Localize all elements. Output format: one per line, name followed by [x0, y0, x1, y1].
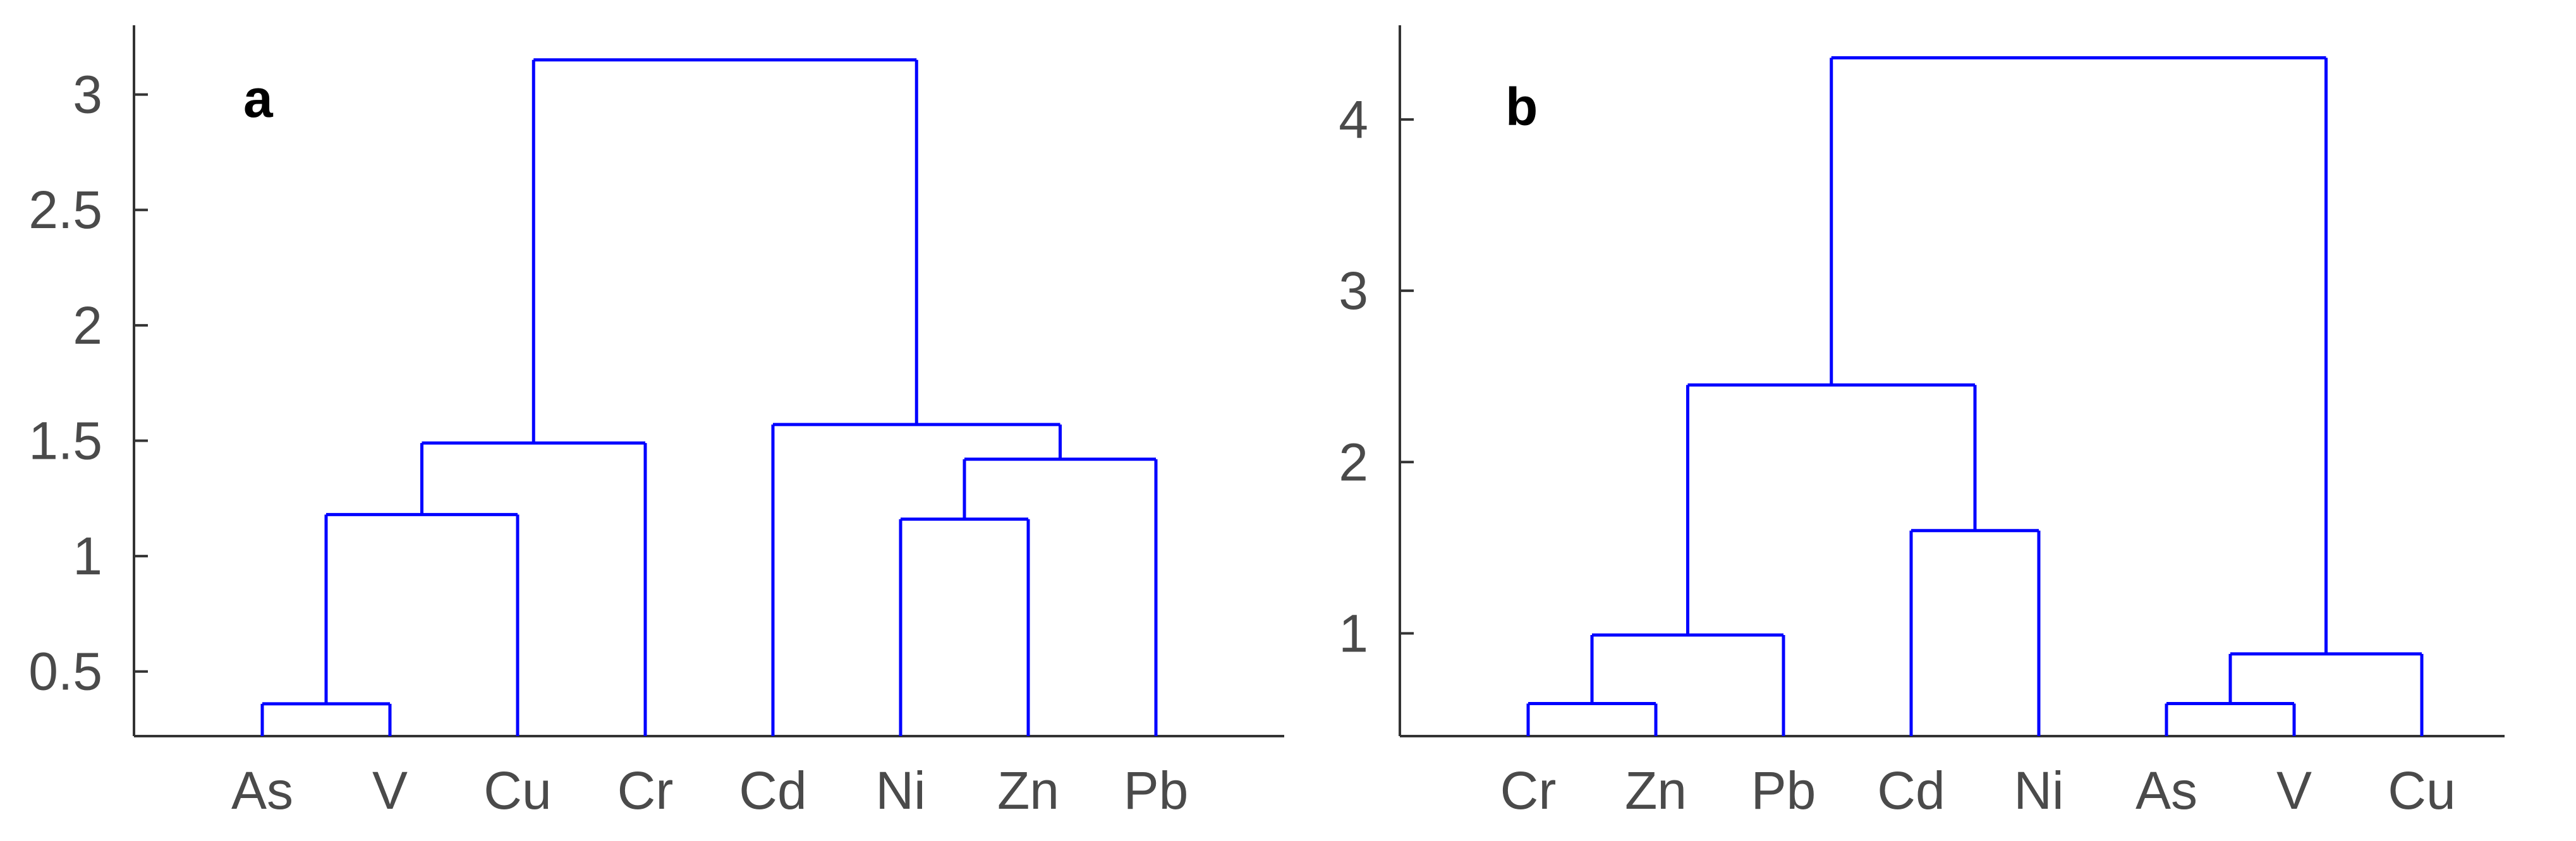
leaf-label: Ni	[875, 761, 925, 820]
leaf-label: Cr	[1500, 761, 1557, 820]
y-tick-label: 1	[1339, 603, 1368, 663]
y-tick-label: 2	[1339, 432, 1368, 492]
leaf-label: Pb	[1124, 761, 1189, 820]
leaf-label: Pb	[1751, 761, 1816, 820]
y-tick-label: 2.5	[28, 180, 102, 239]
leaf-label: Cr	[617, 761, 674, 820]
leaf-label: Cd	[739, 761, 806, 820]
y-tick-label: 0.5	[28, 642, 102, 701]
leaf-label: Cd	[1877, 761, 1945, 820]
panel-label: a	[243, 69, 274, 128]
y-tick-label: 2	[73, 296, 102, 355]
dendrogram-panel-a: 0.5 1 1.5 2 2.5 3 As V Cu Cr Cd Ni Zn Pb a	[28, 25, 1284, 820]
dendrogram-panel-b: 1 2 3 4 Cr Zn Pb Cd Ni As V Cu b	[1339, 25, 2505, 820]
panel-label: b	[1505, 77, 1538, 136]
leaf-label: As	[2136, 761, 2197, 820]
leaf-label: As	[231, 761, 293, 820]
y-tick-label: 4	[1339, 90, 1368, 149]
leaf-label: V	[2276, 761, 2312, 820]
leaf-label: V	[372, 761, 408, 820]
y-tick-label: 1	[73, 526, 102, 586]
leaf-label: Zn	[997, 761, 1059, 820]
leaf-label: Zn	[1625, 761, 1687, 820]
y-tick-label: 1.5	[28, 411, 102, 470]
leaf-label: Ni	[2014, 761, 2063, 820]
y-tick-label: 3	[1339, 261, 1368, 320]
y-tick-label: 3	[73, 65, 102, 124]
leaf-label: Cu	[483, 761, 551, 820]
leaf-label: Cu	[2388, 761, 2455, 820]
